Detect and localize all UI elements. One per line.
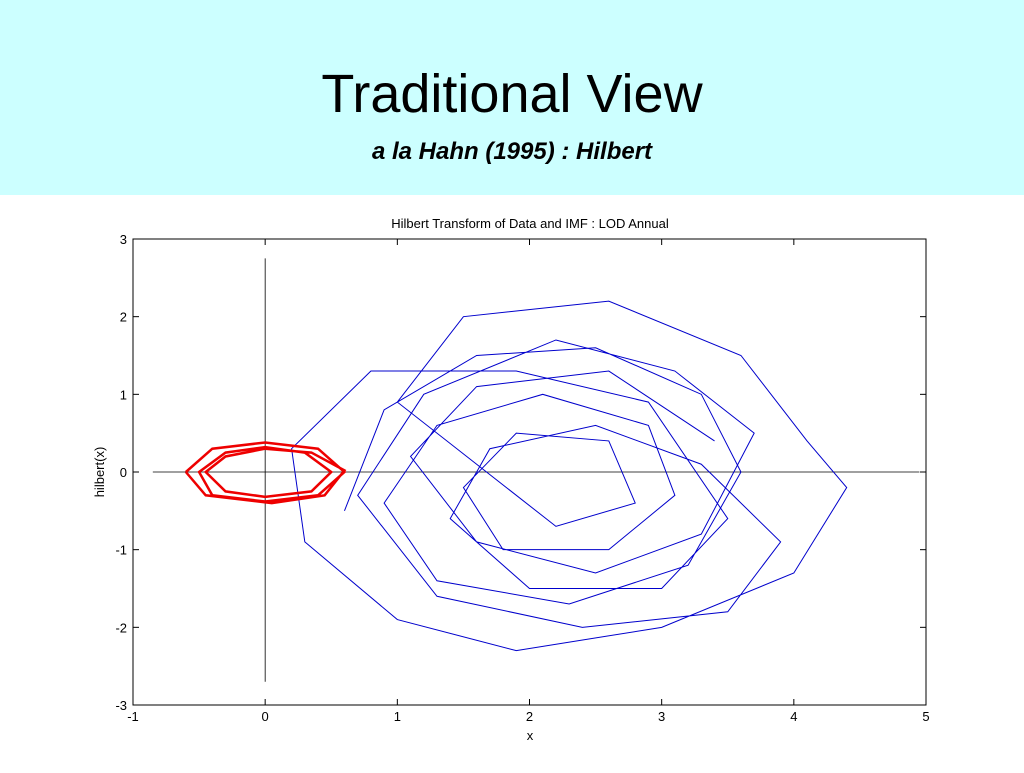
y-axis-label: hilbert(x) — [92, 447, 107, 498]
x-tick-label: 1 — [394, 709, 401, 724]
series-line — [291, 300, 848, 652]
x-tick-label: 2 — [526, 709, 533, 724]
y-tick-label: 3 — [120, 232, 127, 247]
header-band — [0, 0, 1024, 195]
slide-subtitle: a la Hahn (1995) : Hilbert — [372, 138, 653, 165]
y-tick-label: 0 — [120, 465, 127, 480]
y-tick-label: -2 — [115, 620, 127, 635]
x-axis-label: x — [527, 728, 534, 743]
x-tick-label: 4 — [790, 709, 797, 724]
y-tick-label: -1 — [115, 543, 127, 558]
y-tick-label: 1 — [120, 387, 127, 402]
y-tick-label: 2 — [120, 310, 127, 325]
x-tick-label: 0 — [262, 709, 269, 724]
y-tick-label: -3 — [115, 698, 127, 713]
chart-title: Hilbert Transform of Data and IMF : LOD … — [391, 216, 669, 231]
series-line — [184, 441, 347, 505]
x-tick-label: 5 — [922, 709, 929, 724]
slide-title: Traditional View — [321, 64, 703, 124]
x-tick-label: 3 — [658, 709, 665, 724]
x-tick-label: -1 — [127, 709, 139, 724]
